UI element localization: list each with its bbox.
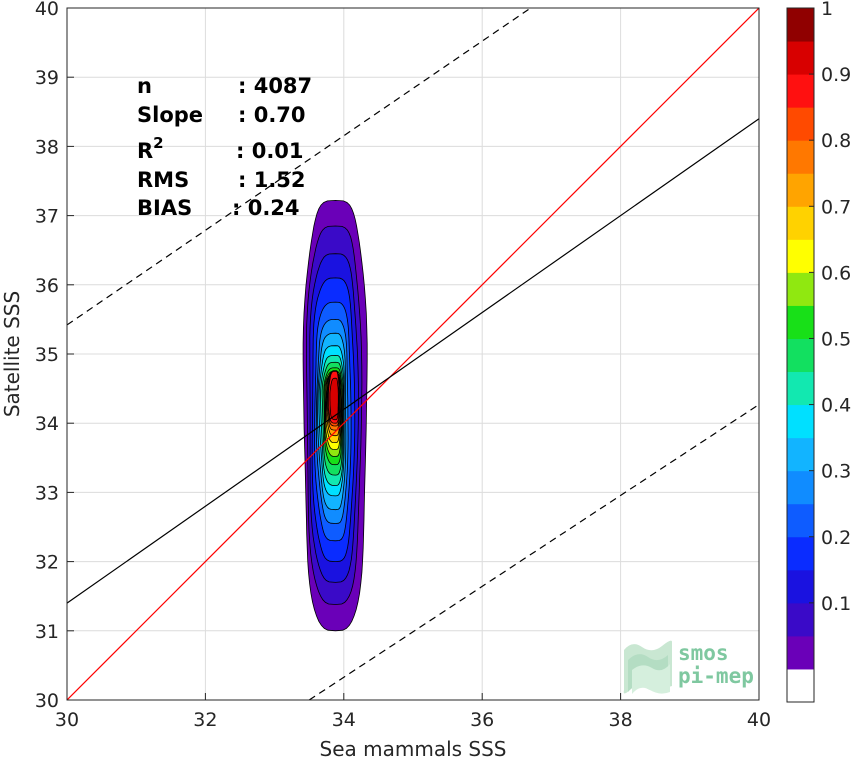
y-tick-label: 36 bbox=[35, 275, 59, 297]
y-tick-label: 40 bbox=[35, 0, 59, 20]
colorbar-tick-label: 0.6 bbox=[821, 262, 851, 284]
colorbar-tick-label: 0.9 bbox=[821, 64, 851, 86]
y-axis-ticks: 30 31 32 33 34 35 36 37 38 39 40 bbox=[35, 0, 74, 712]
reference-lines bbox=[67, 8, 759, 700]
colorbar-tick-label: 1 bbox=[821, 0, 833, 20]
density-contours bbox=[302, 199, 368, 632]
stat-bias-label: BIAS bbox=[137, 196, 192, 220]
x-tick-label: 36 bbox=[470, 709, 494, 731]
colorbar-tick-label: 0.1 bbox=[821, 593, 851, 615]
colorbar-segment bbox=[787, 470, 814, 505]
regression-line bbox=[67, 118, 759, 604]
density-contour bbox=[329, 377, 339, 421]
colorbar-segment bbox=[787, 173, 814, 207]
logo-text-pi-mep: pi-mep bbox=[678, 664, 754, 688]
stat-n-label: n bbox=[137, 74, 152, 98]
x-tick-label: 38 bbox=[609, 709, 633, 731]
y-tick-label: 31 bbox=[35, 621, 59, 643]
colorbar-segment bbox=[787, 239, 814, 273]
x-tick-label: 32 bbox=[193, 709, 217, 731]
colorbar-segment bbox=[787, 206, 814, 240]
y-axis-label: Satellite SSS bbox=[0, 291, 24, 417]
colorbar-ticks: 0.1 0.2 0.3 0.4 0.5 0.6 0.7 0.8 0.9 1 bbox=[809, 0, 851, 615]
stats-box: n : 4087 Slope : 0.70 R2 : 0.01 RMS : 1.… bbox=[137, 74, 312, 220]
colorbar-segment bbox=[787, 338, 814, 373]
x-axis-ticks: 30 32 34 36 38 40 bbox=[55, 693, 771, 731]
colorbar-tick-label: 0.3 bbox=[821, 461, 851, 483]
colorbar-frame bbox=[786, 7, 815, 703]
stat-n-value: : 4087 bbox=[238, 74, 312, 98]
colorbar-segment bbox=[787, 503, 814, 538]
stat-rms-value: : 1.52 bbox=[238, 168, 306, 192]
x-tick-label: 30 bbox=[55, 709, 79, 731]
y-tick-label: 32 bbox=[35, 552, 59, 574]
colorbar bbox=[786, 7, 815, 703]
colorbar-segment bbox=[787, 536, 814, 571]
colorbar-tick-label: 0.8 bbox=[821, 130, 851, 152]
y-tick-label: 30 bbox=[35, 690, 59, 712]
y-tick-label: 35 bbox=[35, 344, 59, 366]
colorbar-segment bbox=[787, 140, 814, 174]
stat-slope-value: : 0.70 bbox=[238, 103, 306, 127]
x-tick-label: 34 bbox=[332, 709, 356, 731]
colorbar-segment bbox=[787, 668, 814, 703]
y-tick-label: 33 bbox=[35, 482, 59, 504]
colorbar-segment bbox=[787, 41, 814, 75]
stat-bias-value: : 0.24 bbox=[232, 196, 300, 220]
y-tick-label: 34 bbox=[35, 413, 59, 435]
colorbar-segment bbox=[787, 8, 814, 42]
lower-bound-line bbox=[308, 404, 759, 700]
y-tick-label: 37 bbox=[35, 206, 59, 228]
x-tick-label: 40 bbox=[747, 709, 771, 731]
colorbar-tick-label: 0.7 bbox=[821, 196, 851, 218]
colorbar-tick-label: 0.5 bbox=[821, 328, 851, 350]
colorbar-segment bbox=[787, 404, 814, 439]
colorbar-segment bbox=[787, 569, 814, 604]
y-tick-label: 39 bbox=[35, 67, 59, 89]
colorbar-segment bbox=[787, 74, 814, 108]
colorbar-segment bbox=[787, 107, 814, 141]
colorbar-segment bbox=[787, 272, 814, 306]
colorbar-segment bbox=[787, 371, 814, 406]
colorbar-segment bbox=[787, 437, 814, 472]
stat-r2-value: : 0.01 bbox=[236, 139, 304, 163]
colorbar-segment bbox=[787, 635, 814, 670]
colorbar-segment bbox=[787, 305, 814, 339]
x-axis-label: Sea mammals SSS bbox=[320, 737, 507, 761]
upper-bound-line bbox=[67, 8, 531, 326]
colorbar-segment bbox=[787, 602, 814, 637]
one-to-one-line bbox=[67, 8, 759, 700]
logo-text-smos: smos bbox=[678, 641, 729, 665]
y-tick-label: 38 bbox=[35, 136, 59, 158]
stat-rms-label: RMS bbox=[137, 168, 189, 192]
stat-r2-label: R2 bbox=[137, 134, 164, 163]
stat-slope-label: Slope bbox=[137, 103, 203, 127]
colorbar-tick-label: 0.2 bbox=[821, 527, 851, 549]
smos-pi-mep-logo: smos pi-mep bbox=[623, 640, 754, 694]
logo-waves-icon bbox=[623, 640, 672, 694]
colorbar-tick-label: 0.4 bbox=[821, 395, 851, 417]
